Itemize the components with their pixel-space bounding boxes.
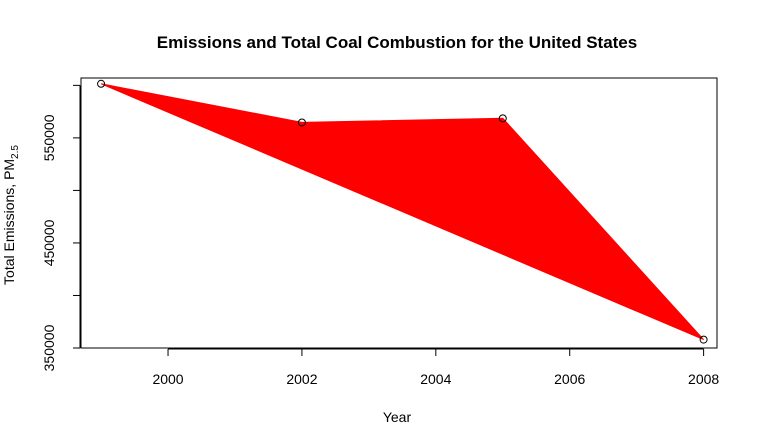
x-tick-label: 2000 xyxy=(152,371,183,387)
x-axis-label: Year xyxy=(383,409,412,425)
y-tick-label: 350000 xyxy=(41,324,57,371)
chart-title: Emissions and Total Coal Combustion for … xyxy=(157,33,637,52)
x-tick-label: 2004 xyxy=(420,371,451,387)
plot-frame xyxy=(80,77,718,349)
x-tick-label: 2006 xyxy=(554,371,585,387)
x-tick-label: 2002 xyxy=(286,371,317,387)
y-tick-label: 550000 xyxy=(41,114,57,161)
data-point xyxy=(498,114,507,123)
y-axis: 350000 450000 550000 xyxy=(41,84,81,371)
x-axis: 2000 2002 2004 2006 2008 xyxy=(152,348,719,387)
data-point xyxy=(97,79,106,88)
emissions-area xyxy=(100,83,704,341)
plot-area xyxy=(97,79,708,344)
data-point xyxy=(699,335,708,344)
data-point xyxy=(297,118,306,127)
y-tick-label: 450000 xyxy=(41,219,57,266)
x-tick-label: 2008 xyxy=(688,371,719,387)
y-axis-label: Total Emissions, PM2.5 xyxy=(1,145,21,285)
